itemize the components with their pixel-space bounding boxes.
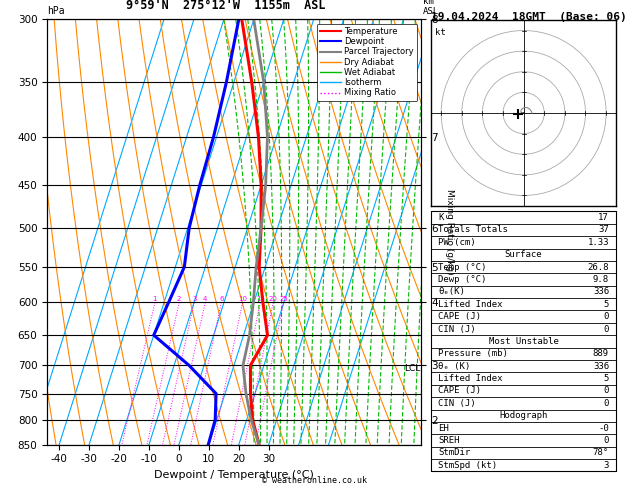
Text: 0: 0	[604, 386, 609, 396]
Text: 5: 5	[604, 374, 609, 383]
Text: km
ASL: km ASL	[423, 0, 439, 16]
Text: 9°59'N  275°12'W  1155m  ASL: 9°59'N 275°12'W 1155m ASL	[126, 0, 325, 12]
Text: Hodograph: Hodograph	[499, 411, 548, 420]
Text: 889: 889	[593, 349, 609, 358]
Text: 20: 20	[269, 296, 277, 302]
Text: 19.04.2024  18GMT  (Base: 06): 19.04.2024 18GMT (Base: 06)	[431, 12, 626, 22]
X-axis label: Dewpoint / Temperature (°C): Dewpoint / Temperature (°C)	[154, 470, 314, 480]
Text: Totals Totals: Totals Totals	[438, 226, 508, 234]
Text: 15: 15	[256, 296, 265, 302]
Text: 9.8: 9.8	[593, 275, 609, 284]
Text: 336: 336	[593, 362, 609, 371]
Text: 1: 1	[153, 296, 157, 302]
Text: Most Unstable: Most Unstable	[489, 337, 559, 346]
Text: 78°: 78°	[593, 449, 609, 457]
Text: 0: 0	[604, 325, 609, 333]
Text: 4: 4	[203, 296, 208, 302]
Text: 37: 37	[598, 226, 609, 234]
Text: 1.33: 1.33	[587, 238, 609, 247]
Text: 0: 0	[604, 312, 609, 321]
Text: SREH: SREH	[438, 436, 460, 445]
Text: EH: EH	[438, 424, 449, 433]
Text: 0: 0	[604, 399, 609, 408]
Text: StmSpd (kt): StmSpd (kt)	[438, 461, 498, 470]
Text: Lifted Index: Lifted Index	[438, 374, 503, 383]
Text: K: K	[438, 213, 443, 222]
Text: StmDir: StmDir	[438, 449, 470, 457]
Text: CAPE (J): CAPE (J)	[438, 386, 481, 396]
Text: PW (cm): PW (cm)	[438, 238, 476, 247]
Text: © weatheronline.co.uk: © weatheronline.co.uk	[262, 475, 367, 485]
Text: Surface: Surface	[505, 250, 542, 259]
Text: 6: 6	[219, 296, 223, 302]
Text: 26.8: 26.8	[587, 262, 609, 272]
Text: 0: 0	[604, 436, 609, 445]
Text: Dewp (°C): Dewp (°C)	[438, 275, 487, 284]
Text: Pressure (mb): Pressure (mb)	[438, 349, 508, 358]
Text: 25: 25	[279, 296, 288, 302]
Text: -0: -0	[598, 424, 609, 433]
Text: CIN (J): CIN (J)	[438, 325, 476, 333]
Text: Lifted Index: Lifted Index	[438, 300, 503, 309]
Text: 336: 336	[593, 287, 609, 296]
Text: θₑ(K): θₑ(K)	[438, 287, 465, 296]
Text: 17: 17	[598, 213, 609, 222]
Text: θₑ (K): θₑ (K)	[438, 362, 470, 371]
Text: Temp (°C): Temp (°C)	[438, 262, 487, 272]
Text: CAPE (J): CAPE (J)	[438, 312, 481, 321]
Text: LCL: LCL	[404, 364, 421, 373]
Text: 3: 3	[192, 296, 196, 302]
Text: kt: kt	[435, 29, 446, 37]
Text: 3: 3	[604, 461, 609, 470]
Text: hPa: hPa	[47, 6, 65, 16]
Legend: Temperature, Dewpoint, Parcel Trajectory, Dry Adiabat, Wet Adiabat, Isotherm, Mi: Temperature, Dewpoint, Parcel Trajectory…	[317, 24, 417, 101]
Text: 10: 10	[238, 296, 247, 302]
Text: CIN (J): CIN (J)	[438, 399, 476, 408]
Y-axis label: Mixing Ratio (g/kg): Mixing Ratio (g/kg)	[445, 189, 454, 275]
Text: 5: 5	[604, 300, 609, 309]
Text: 2: 2	[177, 296, 181, 302]
